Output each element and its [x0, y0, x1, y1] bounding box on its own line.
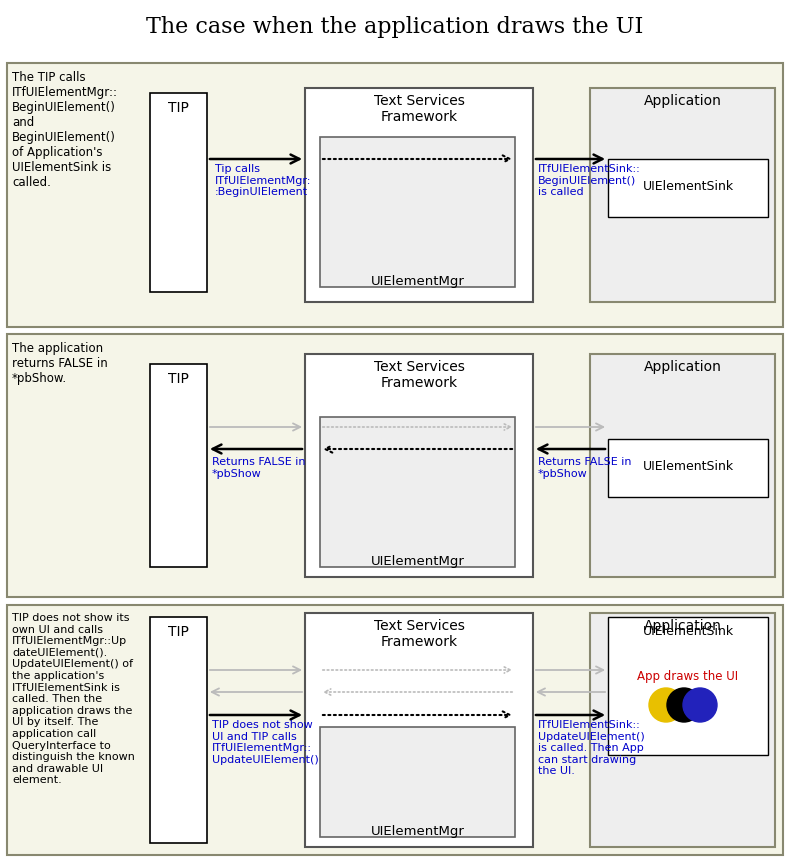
Text: Returns FALSE in
*pbShow: Returns FALSE in *pbShow	[212, 457, 306, 479]
Text: UIElementMgr: UIElementMgr	[371, 275, 465, 288]
Bar	[305, 88, 533, 302]
Text: TIP: TIP	[168, 625, 189, 639]
Bar	[305, 354, 533, 577]
Bar	[320, 137, 515, 287]
Bar	[7, 334, 783, 597]
Text: UIElementMgr: UIElementMgr	[371, 825, 465, 838]
Text: Tip calls
ITfUIElementMgr:
:BeginUIElement: Tip calls ITfUIElementMgr: :BeginUIEleme…	[215, 164, 311, 197]
Text: UIElementMgr: UIElementMgr	[371, 555, 465, 568]
Text: Application: Application	[644, 94, 721, 108]
Text: Application: Application	[644, 360, 721, 374]
Text: ITfUIElementSink::
UpdateUIElement()
is called. Then App
can start drawing
the U: ITfUIElementSink:: UpdateUIElement() is …	[538, 720, 645, 777]
Bar	[305, 613, 533, 847]
Bar	[590, 354, 775, 577]
Bar	[150, 93, 207, 292]
Text: The TIP calls
ITfUIElementMgr::
BeginUIElement()
and
BeginUIElement()
of Applica: The TIP calls ITfUIElementMgr:: BeginUIE…	[12, 71, 118, 189]
Text: Text Services
Framework: Text Services Framework	[374, 94, 465, 124]
Bar	[590, 613, 775, 847]
Bar	[7, 605, 783, 855]
Text: TIP does not show its
own UI and calls
ITfUIElementMgr::Up
dateUIElement().
Upda: TIP does not show its own UI and calls I…	[12, 613, 135, 785]
Bar	[608, 159, 768, 217]
Text: ITfUIElementSink::
BeginUIElement()
is called: ITfUIElementSink:: BeginUIElement() is c…	[538, 164, 641, 197]
Text: Returns FALSE in
*pbShow: Returns FALSE in *pbShow	[538, 457, 631, 479]
Text: Application: Application	[644, 619, 721, 633]
Bar	[608, 439, 768, 497]
Text: App draws the UI: App draws the UI	[638, 670, 739, 683]
Text: UIElementSink: UIElementSink	[642, 625, 734, 638]
Bar	[608, 617, 768, 755]
Circle shape	[649, 688, 683, 722]
Text: The application
returns FALSE in
*pbShow.: The application returns FALSE in *pbShow…	[12, 342, 107, 385]
Bar	[590, 88, 775, 302]
Circle shape	[667, 688, 701, 722]
Bar	[320, 727, 515, 837]
Bar	[150, 364, 207, 567]
Text: Text Services
Framework: Text Services Framework	[374, 360, 465, 390]
Bar	[7, 63, 783, 327]
Text: UIElementSink: UIElementSink	[642, 460, 734, 473]
Bar	[150, 617, 207, 843]
Text: Text Services
Framework: Text Services Framework	[374, 619, 465, 649]
Text: UIElementSink: UIElementSink	[642, 179, 734, 193]
Bar	[320, 417, 515, 567]
Text: TIP: TIP	[168, 372, 189, 386]
Text: TIP does not show
UI and TIP calls
ITfUIElementMgr::
UpdateUIElement(): TIP does not show UI and TIP calls ITfUI…	[212, 720, 318, 765]
Text: The case when the application draws the UI: The case when the application draws the …	[146, 16, 644, 38]
Text: TIP: TIP	[168, 101, 189, 115]
Circle shape	[683, 688, 717, 722]
